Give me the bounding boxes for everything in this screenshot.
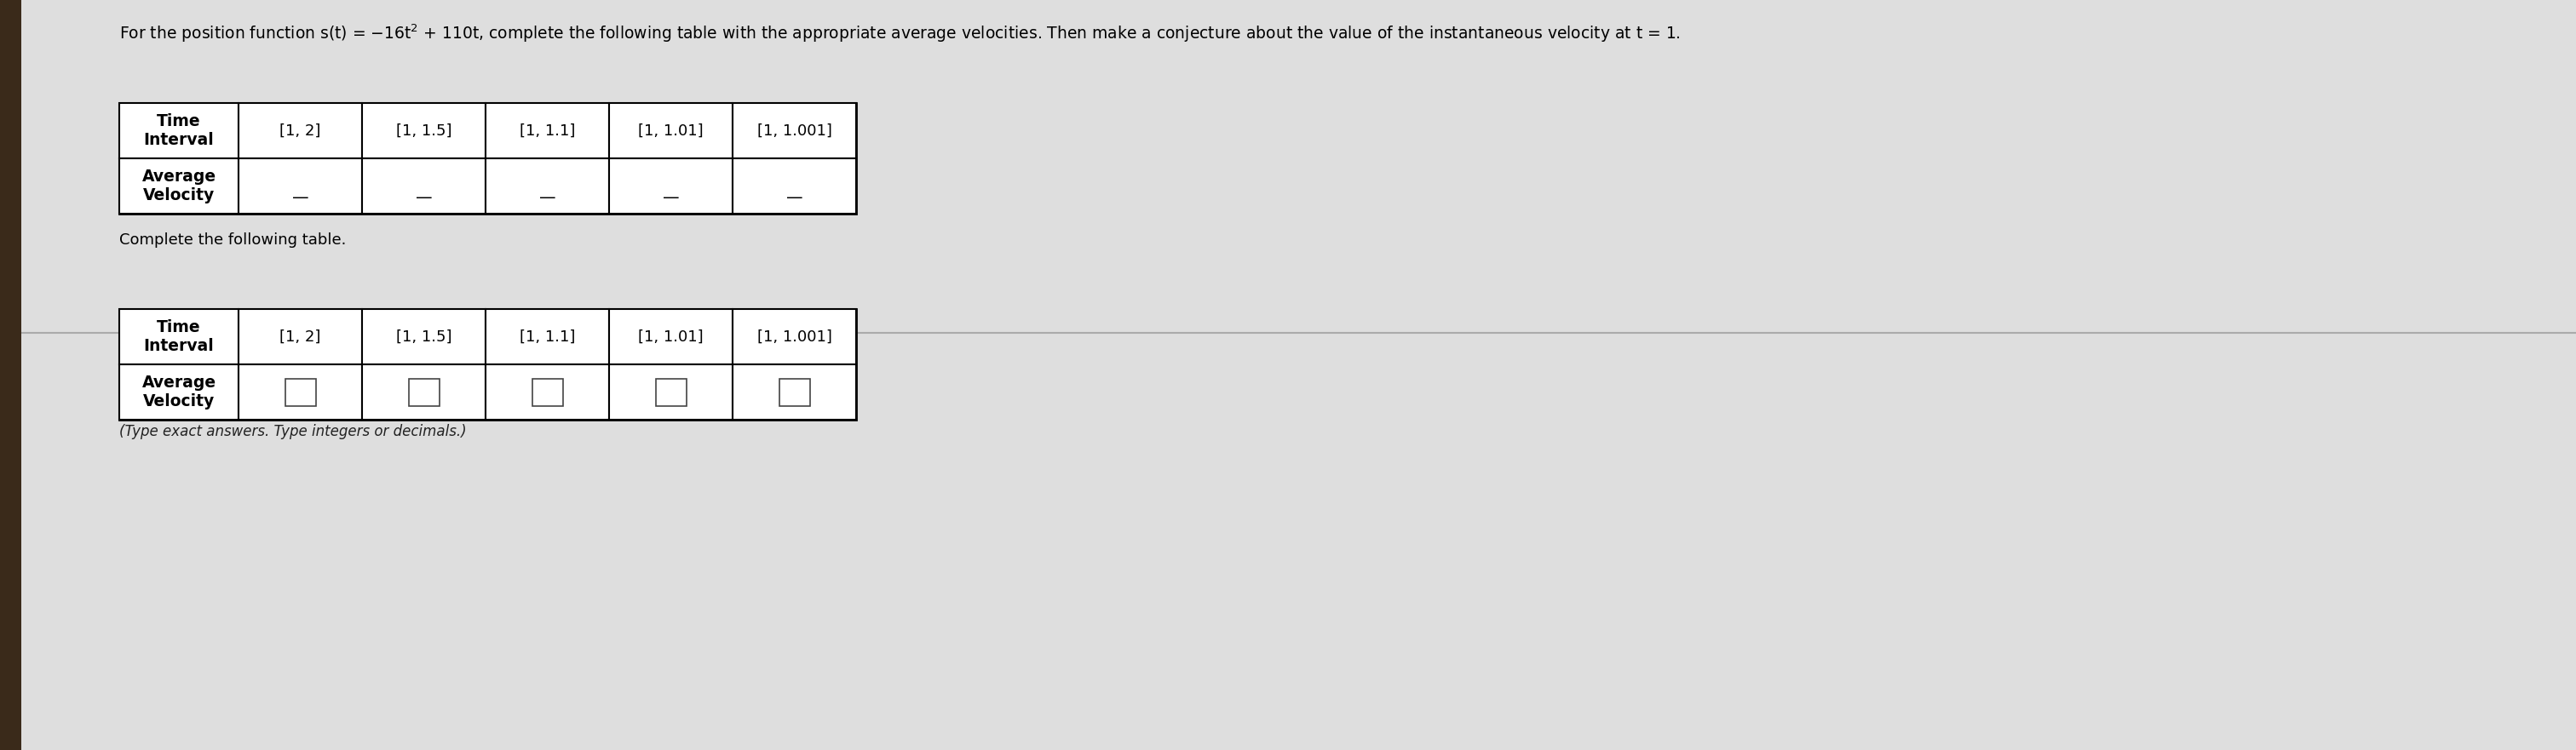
Bar — [654, 379, 685, 406]
Text: (Type exact answers. Type integers or decimals.): (Type exact answers. Type integers or de… — [118, 424, 466, 440]
Bar — [118, 103, 240, 158]
Text: [1, 1.5]: [1, 1.5] — [397, 329, 451, 344]
Text: Average
Velocity: Average Velocity — [142, 169, 216, 203]
Text: [1, 1.1]: [1, 1.1] — [520, 123, 574, 138]
Text: —: — — [291, 190, 309, 206]
Text: [1, 1.5]: [1, 1.5] — [397, 123, 451, 138]
Text: Time
Interval: Time Interval — [144, 320, 214, 354]
Bar — [608, 158, 732, 214]
Text: —: — — [538, 190, 556, 206]
Text: —: — — [786, 190, 804, 206]
Bar — [363, 103, 484, 158]
Bar — [118, 309, 855, 420]
Text: [1, 1.001]: [1, 1.001] — [757, 329, 832, 344]
Text: [1, 2]: [1, 2] — [281, 329, 322, 344]
Bar — [778, 379, 809, 406]
Bar — [118, 103, 855, 214]
Bar — [240, 309, 363, 364]
Bar — [363, 309, 484, 364]
Bar — [363, 158, 484, 214]
Bar — [732, 364, 855, 420]
Bar — [732, 158, 855, 214]
Bar — [286, 379, 317, 406]
Text: [1, 1.1]: [1, 1.1] — [520, 329, 574, 344]
Bar — [608, 103, 732, 158]
Bar — [533, 379, 562, 406]
Text: —: — — [415, 190, 433, 206]
Bar — [118, 158, 240, 214]
Bar — [240, 158, 363, 214]
Bar — [240, 103, 363, 158]
Bar — [118, 309, 240, 364]
Text: [1, 2]: [1, 2] — [281, 123, 322, 138]
Bar — [608, 309, 732, 364]
Bar — [732, 309, 855, 364]
Bar — [484, 309, 608, 364]
Text: —: — — [662, 190, 680, 206]
Bar — [0, 0, 21, 750]
Bar — [410, 379, 438, 406]
Bar — [363, 364, 484, 420]
Bar — [732, 103, 855, 158]
Text: Complete the following table.: Complete the following table. — [118, 233, 345, 248]
Bar — [240, 364, 363, 420]
Bar — [484, 103, 608, 158]
Text: Time
Interval: Time Interval — [144, 113, 214, 149]
Bar — [608, 364, 732, 420]
Text: For the position function s(t) = $-$16t$^{2}$ + 110t, complete the following tab: For the position function s(t) = $-$16t$… — [118, 22, 1680, 44]
Text: [1, 1.001]: [1, 1.001] — [757, 123, 832, 138]
Text: [1, 1.01]: [1, 1.01] — [639, 329, 703, 344]
Text: [1, 1.01]: [1, 1.01] — [639, 123, 703, 138]
Bar — [484, 364, 608, 420]
Bar — [118, 364, 240, 420]
Text: Average
Velocity: Average Velocity — [142, 374, 216, 410]
Bar — [484, 158, 608, 214]
